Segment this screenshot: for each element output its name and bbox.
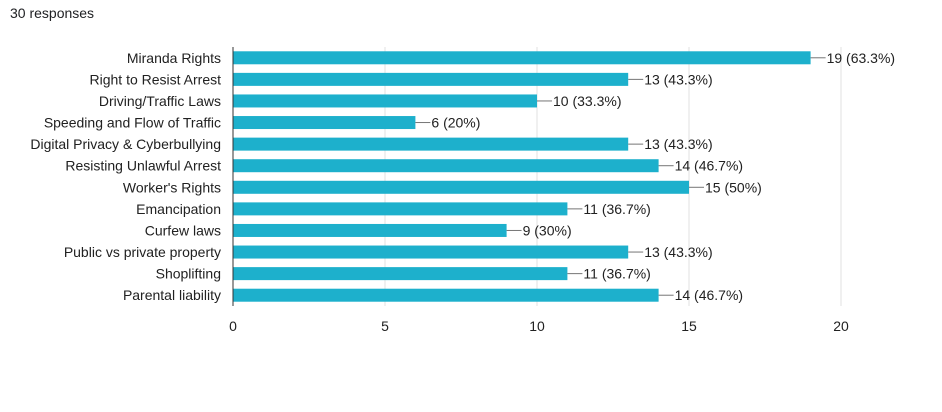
data-label: 9 (30%) (523, 222, 572, 238)
bar (233, 245, 629, 259)
x-tick-label: 15 (681, 318, 697, 334)
category-label: Miranda Rights (127, 50, 221, 66)
bar (233, 223, 507, 237)
category-label: Public vs private property (64, 244, 221, 260)
data-label: 10 (33.3%) (553, 93, 621, 109)
bar (233, 202, 568, 216)
category-label: Worker's Rights (123, 179, 221, 195)
data-label: 14 (46.7%) (675, 287, 743, 303)
data-label: 14 (46.7%) (675, 158, 743, 174)
category-label: Curfew laws (145, 222, 221, 238)
bar (233, 288, 659, 302)
x-tick-label: 5 (381, 318, 389, 334)
data-label: 19 (63.3%) (827, 50, 895, 66)
x-tick-label: 10 (529, 318, 545, 334)
data-label: 6 (20%) (431, 115, 480, 131)
x-tick-label: 0 (229, 318, 237, 334)
category-label: Parental liability (123, 287, 221, 303)
category-label: Shoplifting (156, 266, 221, 282)
category-label: Digital Privacy & Cyberbullying (30, 136, 221, 152)
category-label: Emancipation (136, 201, 221, 217)
bar (233, 51, 811, 65)
bar (233, 72, 629, 86)
data-label: 11 (36.7%) (583, 201, 650, 217)
data-label: 13 (43.3%) (644, 71, 712, 87)
category-label: Resisting Unlawful Arrest (65, 158, 221, 174)
category-label: Speeding and Flow of Traffic (44, 115, 221, 131)
bar (233, 159, 659, 173)
data-label: 15 (50%) (705, 179, 762, 195)
data-label: 11 (36.7%) (583, 266, 650, 282)
data-label: 13 (43.3%) (644, 244, 712, 260)
bar (233, 116, 416, 130)
bar (233, 137, 629, 151)
bar (233, 94, 537, 108)
bar (233, 267, 568, 281)
category-label: Driving/Traffic Laws (99, 93, 221, 109)
bar (233, 180, 689, 194)
x-tick-label: 20 (833, 318, 849, 334)
category-label: Right to Resist Arrest (90, 71, 222, 87)
responses-count: 30 responses (10, 5, 95, 21)
data-label: 13 (43.3%) (644, 136, 712, 152)
